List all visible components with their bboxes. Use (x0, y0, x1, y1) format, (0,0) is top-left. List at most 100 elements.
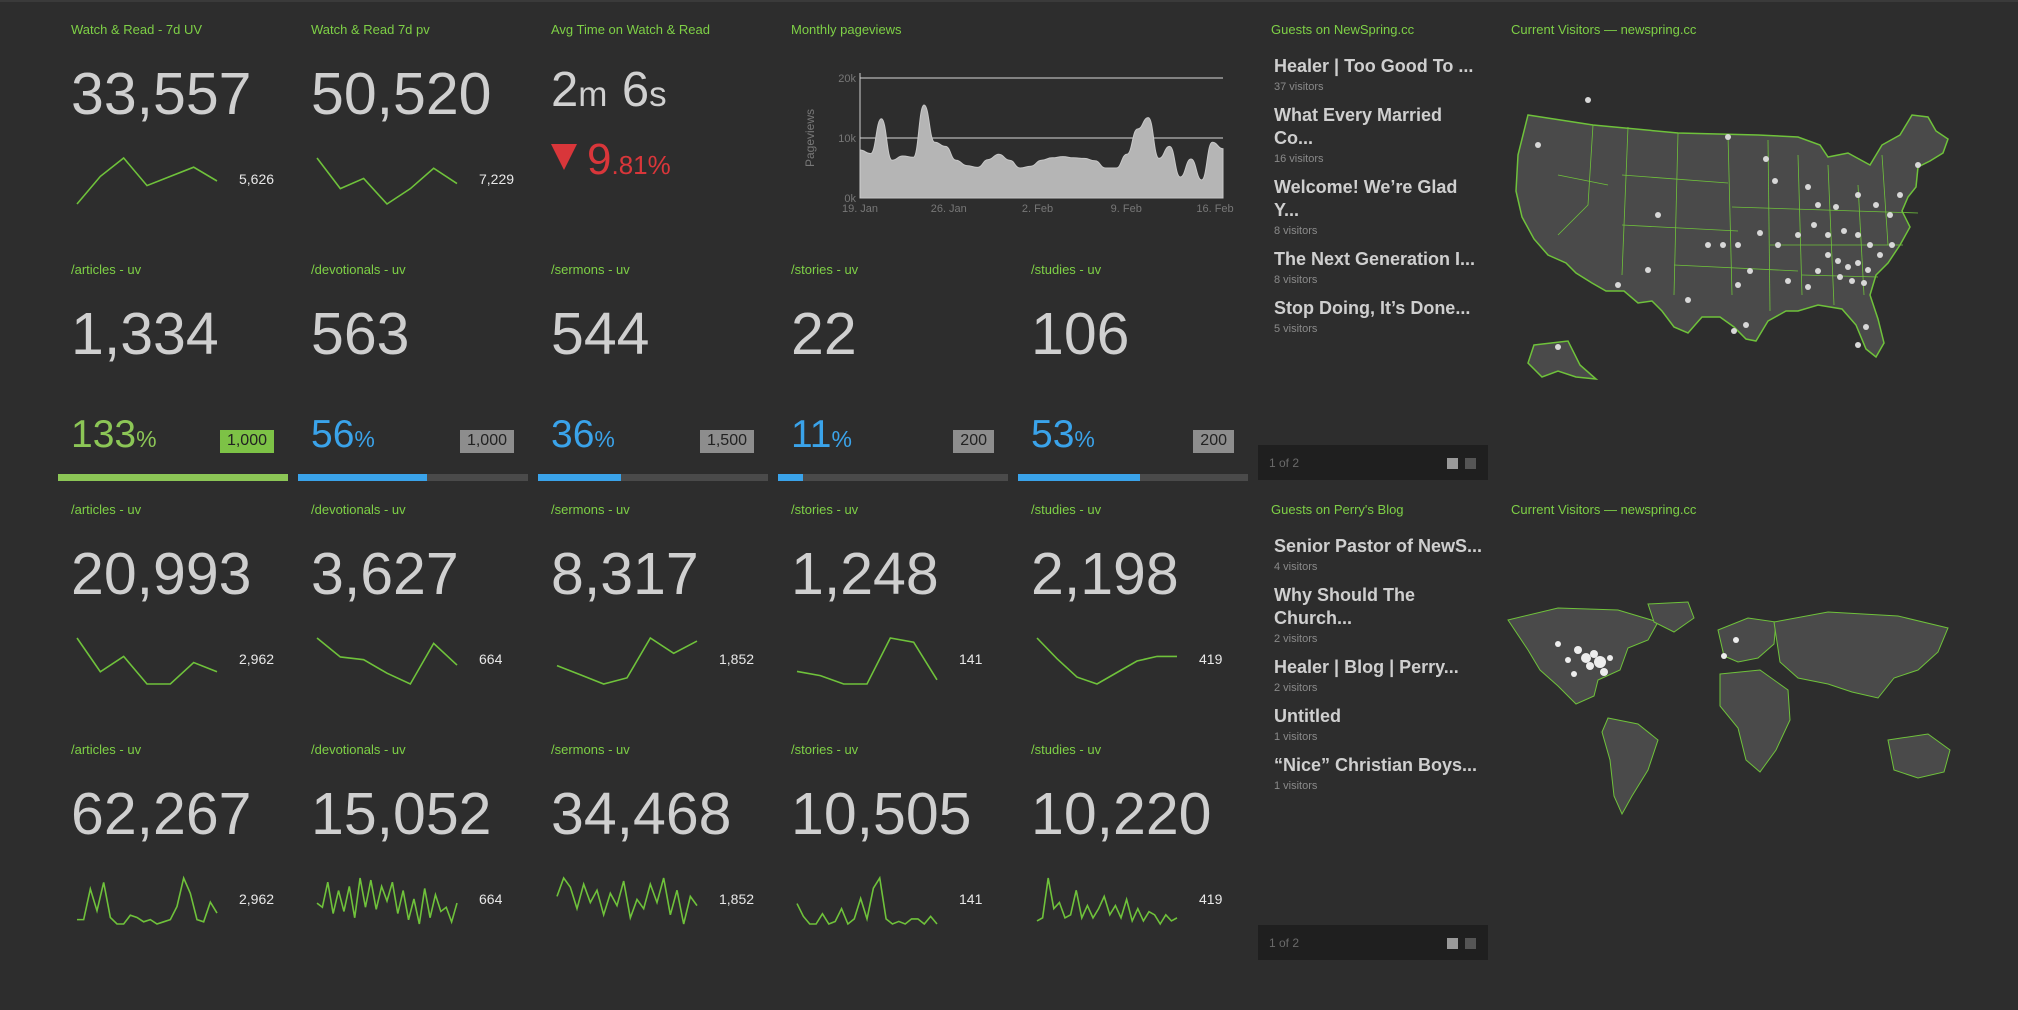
goal-progress-bar (1018, 474, 1248, 481)
tile-value: 10,505 (791, 781, 972, 847)
sparkline-value: 141 (959, 651, 983, 667)
guest-page-title[interactable]: The Next Generation I... (1274, 249, 1476, 269)
change-int: 9 (587, 135, 612, 184)
tile-value: 20,993 (71, 541, 252, 607)
tile-value: 1,248 (791, 541, 939, 607)
guest-item[interactable]: What Every Married Co... 16 visitors (1274, 104, 1484, 165)
guest-visitor-count: 4 visitors (1274, 561, 1318, 573)
avg-seconds-unit: s (649, 75, 667, 114)
guest-item[interactable]: Healer | Too Good To ... 37 visitors (1274, 55, 1484, 93)
tile-value: 2,198 (1031, 541, 1179, 607)
page-2-indicator[interactable] (1465, 458, 1476, 469)
guest-item[interactable]: Untitled 1 visitors (1274, 705, 1484, 743)
sparkline (1036, 637, 1177, 685)
avg-time-change: 9.81% (551, 135, 671, 185)
guest-page-title[interactable]: Why Should The Church... (1274, 585, 1415, 628)
guest-page-title[interactable]: Welcome! We’re Glad Y... (1274, 177, 1458, 220)
x-tick-label: 2. Feb (1022, 203, 1053, 215)
us-map (1515, 97, 1949, 380)
guest-item[interactable]: “Nice” Christian Boys... 1 visitors (1274, 754, 1484, 792)
tile-value: 62,267 (71, 781, 252, 847)
week_row-tile: /studies - uv 2,198 419 (1018, 480, 1248, 720)
goal-percent: 56% (311, 413, 375, 457)
guest-item[interactable]: Senior Pastor of NewS... 4 visitors (1274, 535, 1484, 573)
uv-7d-tile: Watch & Read - 7d UV 33,557 5,626 (58, 0, 288, 240)
guest-item[interactable]: Healer | Blog | Perry... 2 visitors (1274, 656, 1484, 694)
sparkline-value: 1,852 (719, 891, 755, 907)
sparkline-value: 2,962 (239, 891, 275, 907)
goal-badge: 1,500 (699, 430, 754, 453)
tile-label: /studies - uv (1031, 262, 1102, 277)
percent-unit: % (594, 426, 615, 452)
guest-page-title[interactable]: Healer | Blog | Perry... (1274, 657, 1459, 677)
sparkline-path (1036, 637, 1177, 685)
guest-item[interactable]: Welcome! We’re Glad Y... 8 visitors (1274, 176, 1484, 237)
guest-visitor-count: 8 visitors (1274, 225, 1318, 237)
top-divider (0, 0, 2018, 2)
guest-pager: 1 of 2 (1258, 445, 1488, 480)
month_row-tile: /stories - uv 10,505 141 (778, 720, 1008, 960)
goal-badge: 200 (953, 430, 994, 453)
month_row-tile: /studies - uv 10,220 419 (1018, 720, 1248, 960)
greenland-shape (1647, 601, 1695, 633)
guest-visitor-count: 16 visitors (1274, 153, 1324, 165)
goal-progress-fill (1018, 474, 1140, 481)
guest-visitor-count: 37 visitors (1274, 81, 1324, 93)
guest-item[interactable]: Stop Doing, It’s Done... 5 visitors (1274, 297, 1484, 335)
sparkline-path (556, 876, 698, 925)
guest-item[interactable]: Why Should The Church... 2 visitors (1274, 584, 1484, 645)
monthly-pageviews-chart: Pageviews 0k 10k 20k 19. Jan 26. Jan 2. Feb 9. … (803, 73, 1234, 215)
tile-label: /articles - uv (71, 502, 142, 517)
uv-goal-tile: /articles - uv 1,334 133% 1,000 (58, 240, 288, 481)
goal-badge: 200 (1193, 430, 1234, 453)
y-tick-label: 20k (838, 73, 856, 85)
sparkline-value: 419 (1199, 891, 1223, 907)
sparkline-value: 7,229 (479, 171, 515, 187)
alaska-outline (1527, 340, 1599, 380)
sparkline-path (796, 637, 938, 685)
guest-visitor-count: 1 visitors (1274, 780, 1318, 792)
down-arrow-icon (551, 144, 577, 170)
month_row-tile: /articles - uv 62,267 2,962 (58, 720, 288, 960)
map-label: Current Visitors — newspring.cc (1511, 502, 1697, 517)
month_row-tile: /sermons - uv 34,468 1,852 (538, 720, 768, 960)
map-label: Current Visitors — newspring.cc (1511, 22, 1697, 37)
world-map (1507, 601, 1951, 816)
page-1-indicator[interactable] (1447, 458, 1458, 469)
visitor-dots (1535, 97, 1921, 350)
tile-value: 15,052 (311, 781, 492, 847)
sparkline (796, 875, 938, 926)
sparkline-value: 141 (959, 891, 983, 907)
usa-outline (1515, 114, 1949, 359)
sparkline-path (76, 637, 218, 685)
tile-label: /stories - uv (791, 742, 859, 757)
guest-page-title[interactable]: What Every Married Co... (1274, 105, 1443, 148)
sparkline-value: 5,626 (239, 171, 275, 187)
visitor-dots (1555, 637, 1739, 677)
sparkline (316, 157, 458, 206)
page-1-indicator[interactable] (1447, 938, 1458, 949)
world-visitors-map-tile: Current Visitors — newspring.cc (1498, 480, 1968, 960)
guest-pager: 1 of 2 (1258, 925, 1488, 960)
guest-page-title[interactable]: Senior Pastor of NewS... (1274, 536, 1483, 556)
goal-badge: 1,000 (219, 430, 274, 453)
page-2-indicator[interactable] (1465, 938, 1476, 949)
guest-item[interactable]: The Next Generation I... 8 visitors (1274, 248, 1484, 286)
guest-page-title[interactable]: Healer | Too Good To ... (1274, 56, 1474, 76)
sparkline-value: 2,962 (239, 651, 275, 667)
guest-page-title[interactable]: Stop Doing, It’s Done... (1274, 298, 1471, 318)
goal-badge: 1,000 (459, 430, 514, 453)
pv-7d-tile: Watch & Read 7d pv 50,520 7,229 (298, 0, 528, 240)
guest-list: Healer | Too Good To ... 37 visitors What … (1274, 55, 1484, 346)
guest-page-title[interactable]: Untitled (1274, 706, 1341, 726)
goal-progress-bar (58, 474, 288, 481)
sparkline (556, 636, 698, 685)
x-tick-label: 9. Feb (1111, 203, 1142, 215)
tile-value: 33,557 (71, 61, 252, 127)
tile-label: /stories - uv (791, 502, 859, 517)
goal-percent: 11% (791, 413, 852, 457)
guest-page-title[interactable]: “Nice” Christian Boys... (1274, 755, 1478, 775)
percent-number: 53 (1031, 413, 1075, 456)
goal-progress-fill (778, 474, 804, 481)
tile-label: /sermons - uv (551, 502, 630, 517)
